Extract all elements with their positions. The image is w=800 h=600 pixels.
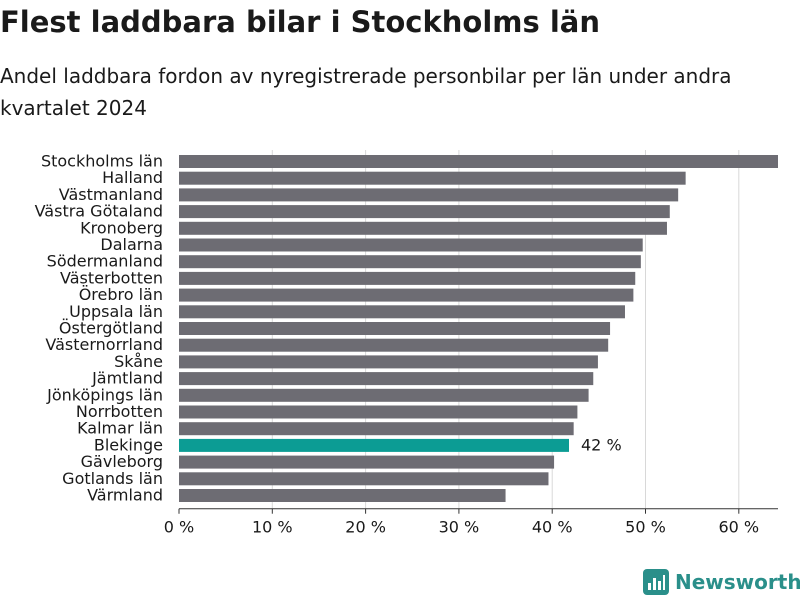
category-label: Västernorrland xyxy=(45,335,163,354)
category-label: Jönköpings län xyxy=(46,385,163,404)
category-label: Västmanland xyxy=(59,185,163,204)
category-label: Skåne xyxy=(114,352,163,371)
bar xyxy=(179,271,636,285)
bar xyxy=(179,288,634,302)
category-label: Stockholms län xyxy=(41,152,163,171)
category-label: Östergötland xyxy=(59,319,163,338)
chart-subtitle: Andel laddbara fordon av nyregistrerade … xyxy=(0,64,732,120)
bar xyxy=(179,405,578,419)
chart-title: Flest laddbara bilar i Stockholms län xyxy=(0,5,600,39)
bar xyxy=(179,372,594,386)
bar xyxy=(179,388,589,402)
category-label: Västerbotten xyxy=(60,268,163,287)
bar xyxy=(179,455,555,469)
category-label: Halland xyxy=(102,168,163,187)
data-label: 42 % xyxy=(581,435,622,454)
category-label: Örebro län xyxy=(79,285,163,304)
category-label: Jämtland xyxy=(91,369,163,388)
bar xyxy=(179,322,611,335)
bar xyxy=(179,355,598,369)
category-label: Dalarna xyxy=(100,235,163,254)
bar xyxy=(179,305,625,319)
bar xyxy=(179,221,667,235)
x-tick-label: 60 % xyxy=(718,518,759,537)
category-label: Gävleborg xyxy=(81,452,163,471)
bar xyxy=(179,171,686,185)
bar xyxy=(179,155,778,168)
x-tick-label: 0 % xyxy=(164,518,194,537)
category-label: Kalmar län xyxy=(77,419,163,438)
x-tick-label: 20 % xyxy=(345,518,386,537)
x-tick-label: 10 % xyxy=(252,518,293,537)
category-label: Gotlands län xyxy=(62,469,163,488)
category-label: Blekinge xyxy=(94,435,163,454)
x-tick-label: 40 % xyxy=(532,518,573,537)
category-label: Norrbotten xyxy=(76,402,163,421)
x-tick-label: 50 % xyxy=(625,518,666,537)
category-label: Kronoberg xyxy=(80,218,163,237)
bar xyxy=(179,422,574,436)
bar xyxy=(179,255,641,269)
bar xyxy=(179,438,570,452)
bar xyxy=(179,238,643,252)
category-label: Värmland xyxy=(87,486,163,505)
category-label: Uppsala län xyxy=(69,302,163,321)
bar-chart-logo-icon xyxy=(643,569,669,595)
bar xyxy=(179,188,679,202)
category-label: Västra Götaland xyxy=(35,202,163,221)
bar xyxy=(179,205,670,219)
brand-name: Newsworthy xyxy=(675,570,800,594)
bar xyxy=(179,338,609,352)
bar xyxy=(179,489,506,502)
bar xyxy=(179,472,549,486)
category-label: Södermanland xyxy=(47,252,163,271)
x-tick-label: 30 % xyxy=(439,518,480,537)
brand-logo: Newsworthy xyxy=(643,569,800,595)
